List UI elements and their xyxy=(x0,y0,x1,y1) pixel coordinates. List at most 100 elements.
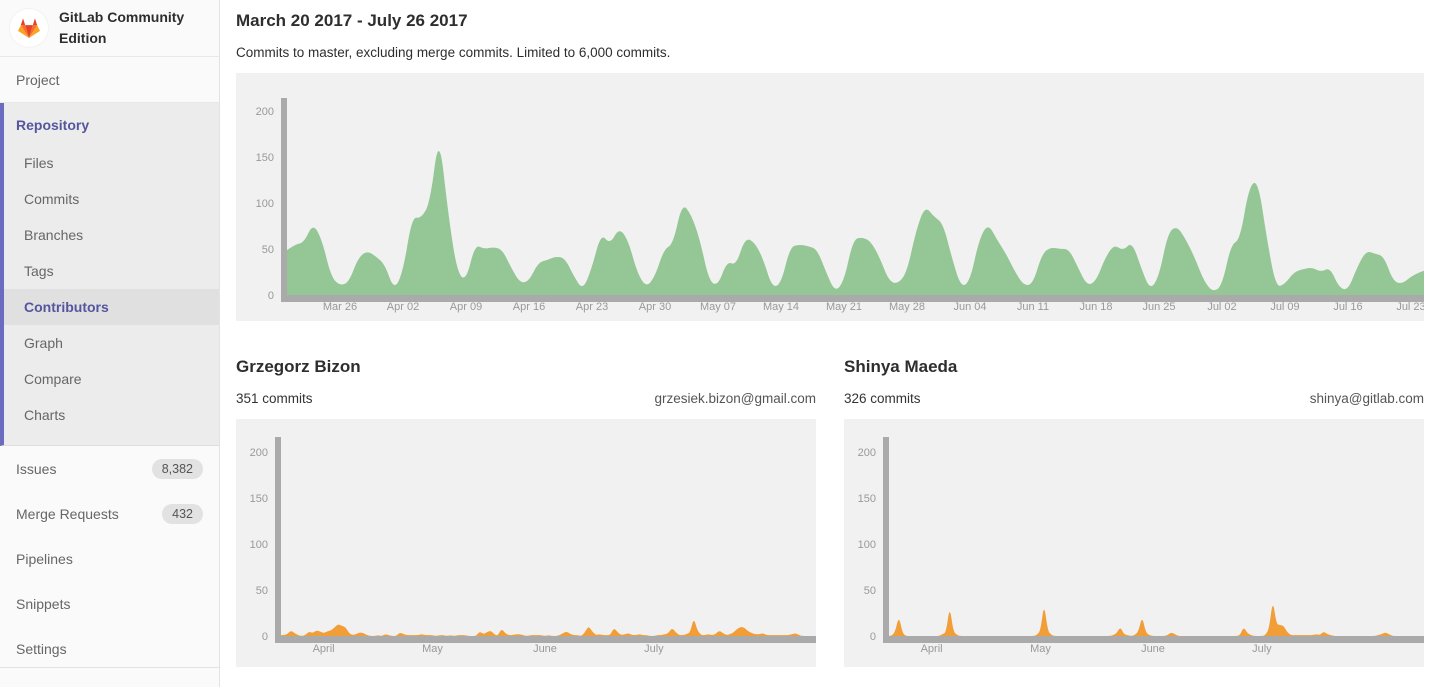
sidebar-item-label: Charts xyxy=(24,407,65,423)
svg-text:May 28: May 28 xyxy=(889,301,925,313)
svg-text:50: 50 xyxy=(864,585,876,597)
svg-text:Jun 18: Jun 18 xyxy=(1079,301,1112,313)
svg-text:Apr 09: Apr 09 xyxy=(450,301,482,313)
svg-text:0: 0 xyxy=(268,290,274,302)
sidebar-item-label: Snippets xyxy=(16,596,70,612)
sidebar-section-repository: Repository Files Commits Branches Tags C… xyxy=(0,103,219,446)
sidebar-bottom-divider xyxy=(0,667,219,668)
sidebar-item-pipelines[interactable]: Pipelines xyxy=(0,536,219,581)
svg-text:April: April xyxy=(921,643,943,655)
sidebar-item-settings[interactable]: Settings xyxy=(0,626,219,671)
sidebar-item-files[interactable]: Files xyxy=(4,145,219,181)
svg-text:June: June xyxy=(533,643,557,655)
gitlab-logo[interactable] xyxy=(10,9,48,47)
contributor-card: Shinya Maeda 326 commits shinya@gitlab.c… xyxy=(844,357,1424,667)
sidebar-item-label: Commits xyxy=(24,191,79,207)
svg-text:Mar 26: Mar 26 xyxy=(323,301,357,313)
issues-count-badge: 8,382 xyxy=(152,459,203,479)
page-subtitle: Commits to master, excluding merge commi… xyxy=(236,45,1424,60)
svg-text:Jul 02: Jul 02 xyxy=(1207,301,1236,313)
page-title: March 20 2017 - July 26 2017 xyxy=(236,11,1424,31)
sidebar-item-contributors[interactable]: Contributors xyxy=(4,289,219,325)
svg-text:Jul 23: Jul 23 xyxy=(1396,301,1424,313)
svg-text:Jul 09: Jul 09 xyxy=(1270,301,1299,313)
sidebar-item-label: Issues xyxy=(16,461,56,477)
master-commits-chart: 0 50 100 150 200 Mar 26 Apr 02 Apr 09 Apr 16 Apr … xyxy=(236,73,1424,321)
sidebar-item-repository[interactable]: Repository xyxy=(4,105,219,145)
sidebar-header[interactable]: GitLab Community Edition xyxy=(0,0,219,57)
sidebar-item-label: Contributors xyxy=(24,299,109,315)
sidebar: GitLab Community Edition Project Reposit… xyxy=(0,0,220,687)
svg-text:April: April xyxy=(313,643,335,655)
svg-text:0: 0 xyxy=(870,631,876,643)
svg-text:May 21: May 21 xyxy=(826,301,862,313)
svg-text:150: 150 xyxy=(858,493,876,505)
svg-text:200: 200 xyxy=(256,106,274,118)
sidebar-item-label: Graph xyxy=(24,335,63,351)
contributor-commit-count: 326 commits xyxy=(844,391,921,406)
contributors-page: March 20 2017 - July 26 2017 Commits to … xyxy=(220,11,1439,667)
svg-text:200: 200 xyxy=(250,447,268,459)
sidebar-item-issues[interactable]: Issues 8,382 xyxy=(0,446,219,491)
sidebar-item-label: Files xyxy=(24,155,54,171)
sidebar-item-compare[interactable]: Compare xyxy=(4,361,219,397)
svg-text:100: 100 xyxy=(250,539,268,551)
contributor-commits-chart: 0 50 100 150 200 April May June July xyxy=(236,419,816,667)
contributor-name: Grzegorz Bizon xyxy=(236,357,816,377)
gitlab-tanuki-icon xyxy=(17,17,41,39)
svg-text:0: 0 xyxy=(262,631,268,643)
sidebar-item-label: Branches xyxy=(24,227,83,243)
contributor-meta: 351 commits grzesiek.bizon@gmail.com xyxy=(236,391,816,406)
svg-text:100: 100 xyxy=(256,198,274,210)
svg-text:Apr 02: Apr 02 xyxy=(387,301,419,313)
contributor-commits-chart-svg: 0 50 100 150 200 April May June July xyxy=(844,419,1424,667)
svg-text:July: July xyxy=(1252,643,1272,655)
sidebar-item-label: Compare xyxy=(24,371,82,387)
sidebar-item-branches[interactable]: Branches xyxy=(4,217,219,253)
contributor-meta: 326 commits shinya@gitlab.com xyxy=(844,391,1424,406)
svg-text:150: 150 xyxy=(256,152,274,164)
sidebar-item-project[interactable]: Project xyxy=(0,57,219,103)
sidebar-item-label: Merge Requests xyxy=(16,506,119,522)
svg-text:May 14: May 14 xyxy=(763,301,799,313)
sidebar-item-label: Project xyxy=(16,72,60,88)
svg-text:Jul 16: Jul 16 xyxy=(1333,301,1362,313)
merge-requests-count-badge: 432 xyxy=(162,504,203,524)
svg-text:Apr 16: Apr 16 xyxy=(513,301,545,313)
svg-text:Jun 04: Jun 04 xyxy=(953,301,986,313)
svg-text:50: 50 xyxy=(256,585,268,597)
sidebar-item-graph[interactable]: Graph xyxy=(4,325,219,361)
sidebar-item-merge-requests[interactable]: Merge Requests 432 xyxy=(0,491,219,536)
sidebar-item-charts[interactable]: Charts xyxy=(4,397,219,433)
contributor-email: grzesiek.bizon@gmail.com xyxy=(654,391,816,406)
svg-text:150: 150 xyxy=(250,493,268,505)
svg-text:100: 100 xyxy=(858,539,876,551)
svg-text:May 07: May 07 xyxy=(700,301,736,313)
contributors-row: Grzegorz Bizon 351 commits grzesiek.bizo… xyxy=(236,357,1424,667)
contributor-card: Grzegorz Bizon 351 commits grzesiek.bizo… xyxy=(236,357,816,667)
sidebar-item-label: Tags xyxy=(24,263,54,279)
svg-text:Apr 30: Apr 30 xyxy=(639,301,671,313)
svg-text:Jun 11: Jun 11 xyxy=(1017,301,1049,313)
sidebar-item-tags[interactable]: Tags xyxy=(4,253,219,289)
contributor-commits-chart: 0 50 100 150 200 April May June July xyxy=(844,419,1424,667)
svg-text:50: 50 xyxy=(262,244,274,256)
sidebar-project-title: GitLab Community Edition xyxy=(59,7,209,49)
sidebar-item-snippets[interactable]: Snippets xyxy=(0,581,219,626)
svg-text:May: May xyxy=(1030,643,1051,655)
contributor-commit-count: 351 commits xyxy=(236,391,313,406)
svg-text:May: May xyxy=(422,643,443,655)
master-commits-chart-svg: 0 50 100 150 200 Mar 26 Apr 02 Apr 09 Apr 16 Apr … xyxy=(236,73,1424,321)
contributor-commits-chart-svg: 0 50 100 150 200 April May June July xyxy=(236,419,816,667)
sidebar-item-label: Pipelines xyxy=(16,551,73,567)
contributor-email: shinya@gitlab.com xyxy=(1310,391,1424,406)
contributor-name: Shinya Maeda xyxy=(844,357,1424,377)
svg-text:Jun 25: Jun 25 xyxy=(1142,301,1175,313)
sidebar-item-label: Settings xyxy=(16,641,67,657)
sidebar-item-label: Repository xyxy=(16,117,89,133)
svg-text:Apr 23: Apr 23 xyxy=(576,301,608,313)
svg-text:July: July xyxy=(644,643,664,655)
sidebar-item-commits[interactable]: Commits xyxy=(4,181,219,217)
svg-text:200: 200 xyxy=(858,447,876,459)
svg-text:June: June xyxy=(1141,643,1165,655)
